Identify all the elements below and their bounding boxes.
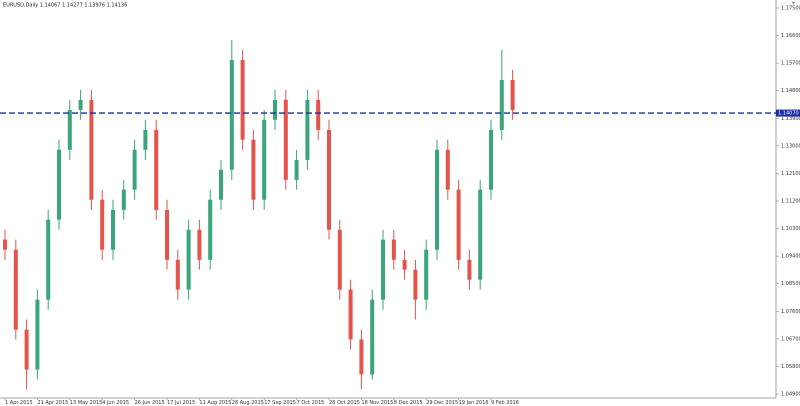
y-tick-label: 1.09400	[781, 254, 800, 260]
x-tick-label: 18 Nov 2015	[361, 400, 393, 406]
candle-body	[478, 189, 483, 280]
candle-body	[370, 299, 375, 375]
scroll-marker	[792, 2, 795, 4]
candle-body	[121, 189, 126, 210]
candle-body	[240, 60, 245, 140]
x-tick-label: 28 Aug 2015	[232, 400, 264, 406]
candle-body	[57, 149, 61, 220]
y-tick-label: 1.10300	[781, 226, 800, 232]
candle-body	[337, 229, 342, 290]
candle-body	[132, 149, 137, 190]
candle-body	[316, 99, 321, 130]
y-tick-label: 1.06700	[781, 336, 800, 342]
candle-body	[165, 209, 169, 260]
candle-body	[273, 99, 277, 120]
candle-body	[381, 239, 385, 300]
x-tick-label: 17 Jul 2015	[167, 400, 195, 406]
candle-body	[89, 99, 94, 200]
y-tick-label: 1.13900	[781, 116, 800, 122]
candle-body	[78, 99, 83, 110]
candle-body	[391, 239, 396, 260]
candle-body	[456, 189, 461, 260]
candle-body	[510, 79, 515, 110]
candle-body	[489, 129, 493, 190]
candle-body	[435, 149, 439, 250]
candle-body	[305, 99, 310, 160]
y-tick-label: 1.15700	[781, 61, 800, 67]
x-tick-label: 7 Oct 2015	[297, 400, 325, 406]
x-tick-label: 8 Dec 2015	[394, 400, 423, 406]
candle-body	[424, 249, 429, 300]
candle-body	[35, 299, 40, 370]
candle-body	[348, 289, 353, 340]
x-tick-label: 11 Aug 2015	[199, 400, 231, 406]
y-tick-label: 1.07600	[781, 309, 800, 315]
x-tick-label: 9 Feb 2016	[491, 400, 519, 406]
candle-body	[111, 209, 115, 250]
candle-body	[175, 259, 180, 290]
x-tick-label: 29 Dec 2015	[426, 400, 458, 406]
candle-body	[13, 249, 18, 330]
y-tick-label: 1.13000	[781, 143, 800, 149]
candle-body	[327, 129, 331, 230]
y-tick-label: 1.11200	[781, 198, 800, 204]
candle-body	[154, 129, 159, 210]
x-tick-label: 1 Apr 2015	[5, 400, 33, 406]
x-tick-label: 4 Jun 2015	[102, 400, 129, 406]
x-tick-label: 13 May 2015	[70, 400, 103, 406]
candle-body	[186, 229, 191, 290]
x-tick-label: 19 Jan 2016	[459, 400, 489, 406]
y-tick-label: 1.12100	[781, 171, 800, 177]
chart-title: EURUSD,Daily 1.14067 1.14277 1.13976 1.1…	[3, 3, 127, 9]
candle-body	[467, 259, 472, 280]
price-line-tag	[776, 109, 800, 117]
y-tick-label: 1.17500	[781, 5, 800, 11]
price-line-label: 1.14070	[778, 111, 799, 117]
candle-body	[294, 159, 299, 180]
candle-body	[197, 229, 202, 260]
candle-body	[46, 219, 51, 300]
candle-body	[251, 139, 256, 200]
candle-body	[24, 329, 29, 370]
candle-body	[219, 169, 223, 200]
candle-body	[67, 109, 72, 150]
candle-body	[499, 79, 504, 130]
x-tick-label: 21 Apr 2015	[37, 400, 68, 406]
y-tick-label: 1.05800	[781, 364, 800, 370]
candle-body	[359, 339, 364, 375]
candle-body	[413, 269, 418, 300]
candle-body	[402, 259, 407, 270]
candle-body	[445, 149, 450, 190]
candle-body	[262, 119, 267, 200]
candle-body	[229, 60, 234, 170]
y-tick-label: 1.16600	[781, 33, 800, 39]
candle-body	[143, 129, 148, 150]
y-tick-label: 1.04900	[781, 392, 800, 398]
candle-body	[283, 99, 288, 180]
candle-body	[3, 239, 7, 250]
y-tick-label: 1.14800	[781, 88, 800, 94]
y-tick-label: 1.08500	[781, 281, 800, 287]
x-tick-label: 28 Oct 2015	[329, 400, 360, 406]
candle-body	[100, 199, 105, 250]
x-tick-label: 26 Jun 2015	[135, 400, 165, 406]
x-tick-label: 17 Sep 2015	[264, 400, 296, 406]
candle-body	[208, 199, 213, 260]
